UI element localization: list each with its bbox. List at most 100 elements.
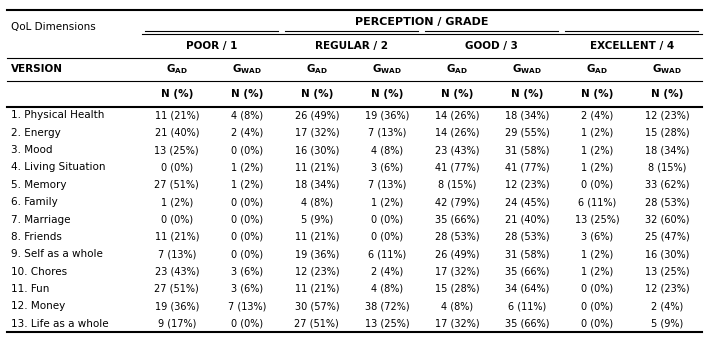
Text: 3. Mood: 3. Mood xyxy=(11,145,52,155)
Text: 19 (36%): 19 (36%) xyxy=(295,249,339,259)
Text: 13. Life as a whole: 13. Life as a whole xyxy=(11,319,108,328)
Text: 3 (6%): 3 (6%) xyxy=(230,284,263,294)
Text: 6 (11%): 6 (11%) xyxy=(368,249,406,259)
Text: N (%): N (%) xyxy=(161,89,193,99)
Text: N (%): N (%) xyxy=(371,89,403,99)
Text: $\mathbf{G_{WAD}}$: $\mathbf{G_{WAD}}$ xyxy=(512,63,542,76)
Text: 1 (2%): 1 (2%) xyxy=(581,145,613,155)
Text: 0 (0%): 0 (0%) xyxy=(230,232,263,242)
Text: 9 (17%): 9 (17%) xyxy=(157,319,196,328)
Text: 7 (13%): 7 (13%) xyxy=(368,128,406,138)
Text: 0 (0%): 0 (0%) xyxy=(371,232,403,242)
Text: 23 (43%): 23 (43%) xyxy=(435,145,479,155)
Text: 29 (55%): 29 (55%) xyxy=(505,128,549,138)
Text: 4. Living Situation: 4. Living Situation xyxy=(11,162,105,173)
Text: 4 (8%): 4 (8%) xyxy=(441,301,473,311)
Text: 19 (36%): 19 (36%) xyxy=(155,301,199,311)
Text: $\mathbf{G_{AD}}$: $\mathbf{G_{AD}}$ xyxy=(306,63,328,76)
Text: 0 (0%): 0 (0%) xyxy=(230,215,263,224)
Text: 7. Marriage: 7. Marriage xyxy=(11,215,70,224)
Text: 11 (21%): 11 (21%) xyxy=(155,232,199,242)
Text: 30 (57%): 30 (57%) xyxy=(294,301,339,311)
Text: 13 (25%): 13 (25%) xyxy=(644,266,689,277)
Text: 41 (77%): 41 (77%) xyxy=(505,162,549,173)
Text: 42 (79%): 42 (79%) xyxy=(435,197,479,207)
Text: 35 (66%): 35 (66%) xyxy=(505,266,549,277)
Text: REGULAR / 2: REGULAR / 2 xyxy=(316,41,389,51)
Text: 19 (36%): 19 (36%) xyxy=(364,111,409,120)
Text: 26 (49%): 26 (49%) xyxy=(435,249,479,259)
Text: 7 (13%): 7 (13%) xyxy=(368,180,406,190)
Text: 7 (13%): 7 (13%) xyxy=(228,301,266,311)
Text: 33 (62%): 33 (62%) xyxy=(644,180,689,190)
Text: N (%): N (%) xyxy=(301,89,333,99)
Text: 0 (0%): 0 (0%) xyxy=(230,249,263,259)
Text: 27 (51%): 27 (51%) xyxy=(155,180,199,190)
Text: 24 (45%): 24 (45%) xyxy=(505,197,549,207)
Text: 0 (0%): 0 (0%) xyxy=(161,215,193,224)
Text: 18 (34%): 18 (34%) xyxy=(295,180,339,190)
Text: $\mathbf{G_{AD}}$: $\mathbf{G_{AD}}$ xyxy=(446,63,468,76)
Text: 5 (9%): 5 (9%) xyxy=(651,319,683,328)
Text: 4 (8%): 4 (8%) xyxy=(371,284,403,294)
Text: 27 (51%): 27 (51%) xyxy=(155,284,199,294)
Text: 1 (2%): 1 (2%) xyxy=(581,266,613,277)
Text: 1 (2%): 1 (2%) xyxy=(161,197,193,207)
Text: 18 (34%): 18 (34%) xyxy=(644,145,689,155)
Text: 6 (11%): 6 (11%) xyxy=(578,197,616,207)
Text: 17 (32%): 17 (32%) xyxy=(294,128,339,138)
Text: 28 (53%): 28 (53%) xyxy=(505,232,549,242)
Text: 28 (53%): 28 (53%) xyxy=(435,232,479,242)
Text: 31 (58%): 31 (58%) xyxy=(505,249,549,259)
Text: 15 (28%): 15 (28%) xyxy=(644,128,689,138)
Text: 13 (25%): 13 (25%) xyxy=(155,145,199,155)
Text: 32 (60%): 32 (60%) xyxy=(644,215,689,224)
Text: 8 (15%): 8 (15%) xyxy=(437,180,476,190)
Text: VERSION: VERSION xyxy=(11,64,62,75)
Text: $\mathbf{G_{AD}}$: $\mathbf{G_{AD}}$ xyxy=(166,63,188,76)
Text: 12. Money: 12. Money xyxy=(11,301,65,311)
Text: 11. Fun: 11. Fun xyxy=(11,284,49,294)
Text: 1 (2%): 1 (2%) xyxy=(230,162,263,173)
Text: 21 (40%): 21 (40%) xyxy=(505,215,549,224)
Text: $\mathbf{G_{AD}}$: $\mathbf{G_{AD}}$ xyxy=(586,63,608,76)
Text: 0 (0%): 0 (0%) xyxy=(230,197,263,207)
Text: 12 (23%): 12 (23%) xyxy=(294,266,339,277)
Text: 0 (0%): 0 (0%) xyxy=(230,319,263,328)
Text: GOOD / 3: GOOD / 3 xyxy=(465,41,518,51)
Text: 3 (6%): 3 (6%) xyxy=(230,266,263,277)
Text: 26 (49%): 26 (49%) xyxy=(294,111,339,120)
Text: 6. Family: 6. Family xyxy=(11,197,57,207)
Text: 11 (21%): 11 (21%) xyxy=(294,284,339,294)
Text: 14 (26%): 14 (26%) xyxy=(435,128,479,138)
Text: 2 (4%): 2 (4%) xyxy=(371,266,403,277)
Text: 4 (8%): 4 (8%) xyxy=(371,145,403,155)
Text: 31 (58%): 31 (58%) xyxy=(505,145,549,155)
Text: 4 (8%): 4 (8%) xyxy=(230,111,263,120)
Text: 4 (8%): 4 (8%) xyxy=(301,197,333,207)
Text: 0 (0%): 0 (0%) xyxy=(581,180,613,190)
Text: 12 (23%): 12 (23%) xyxy=(644,111,689,120)
Text: 17 (32%): 17 (32%) xyxy=(435,266,479,277)
Text: N (%): N (%) xyxy=(651,89,683,99)
Text: 2 (4%): 2 (4%) xyxy=(651,301,683,311)
Text: 0 (0%): 0 (0%) xyxy=(371,215,403,224)
Text: 1 (2%): 1 (2%) xyxy=(230,180,263,190)
Text: 25 (47%): 25 (47%) xyxy=(644,232,689,242)
Text: 0 (0%): 0 (0%) xyxy=(230,145,263,155)
Text: 0 (0%): 0 (0%) xyxy=(581,319,613,328)
Text: 2. Energy: 2. Energy xyxy=(11,128,60,138)
Text: 8 (15%): 8 (15%) xyxy=(648,162,686,173)
Text: 11 (21%): 11 (21%) xyxy=(155,111,199,120)
Text: 2 (4%): 2 (4%) xyxy=(581,111,613,120)
Text: 21 (40%): 21 (40%) xyxy=(155,128,199,138)
Text: 5 (9%): 5 (9%) xyxy=(301,215,333,224)
Text: $\mathbf{G_{WAD}}$: $\mathbf{G_{WAD}}$ xyxy=(232,63,262,76)
Text: 3 (6%): 3 (6%) xyxy=(371,162,403,173)
Text: QoL Dimensions: QoL Dimensions xyxy=(11,22,96,32)
Text: 8. Friends: 8. Friends xyxy=(11,232,62,242)
Text: 11 (21%): 11 (21%) xyxy=(294,232,339,242)
Text: N (%): N (%) xyxy=(581,89,613,99)
Text: 0 (0%): 0 (0%) xyxy=(581,301,613,311)
Text: N (%): N (%) xyxy=(441,89,473,99)
